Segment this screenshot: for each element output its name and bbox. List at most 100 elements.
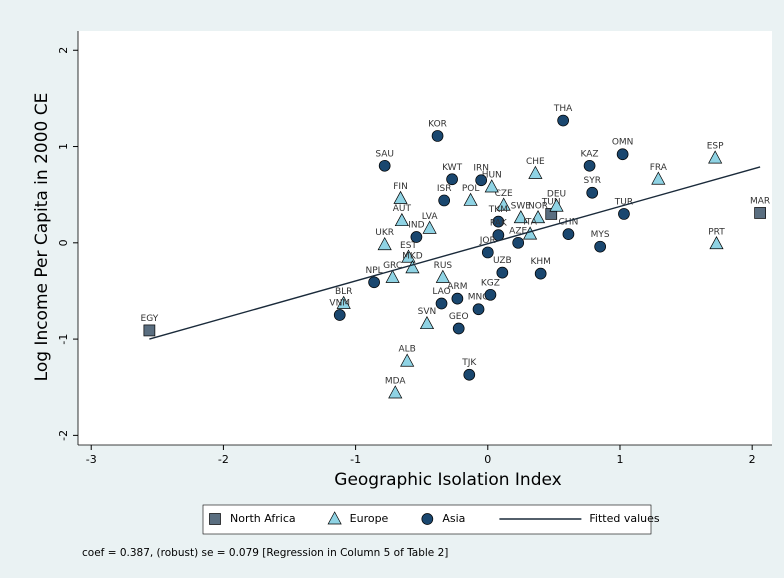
- marker-label: GEO: [449, 312, 469, 322]
- triangle-marker: [394, 212, 409, 227]
- circle-marker: [534, 267, 547, 280]
- marker-label: TKM: [488, 205, 508, 215]
- marker-label: HUN: [482, 170, 502, 180]
- circle-marker: [463, 368, 476, 381]
- note: coef = 0.387, (robust) se = 0.079 [Regre…: [82, 547, 448, 559]
- circle-marker: [557, 114, 569, 127]
- triangle-marker: [530, 210, 546, 224]
- circle-marker: [586, 186, 599, 199]
- marker-label: TUR: [614, 197, 633, 207]
- triangle-marker: [377, 237, 392, 251]
- legend-label: Asia: [442, 512, 465, 525]
- x-axis-title: Geographic Isolation Index: [334, 470, 561, 490]
- circle-marker: [562, 228, 575, 240]
- x-tick-label: -3: [86, 453, 97, 466]
- circle-marker: [438, 194, 451, 207]
- circle-marker: [410, 231, 423, 243]
- marker-label: DEU: [547, 190, 566, 200]
- circle-marker: [368, 276, 380, 289]
- marker-label: MNG: [468, 293, 489, 303]
- triangle-marker: [435, 269, 450, 283]
- circle-marker: [594, 240, 607, 253]
- marker-label: POL: [462, 184, 480, 194]
- marker-label: EGY: [141, 314, 159, 324]
- triangle-marker: [388, 385, 403, 399]
- triangle-marker: [336, 295, 351, 309]
- y-tick-label: 2: [57, 47, 70, 54]
- marker-label: RUS: [434, 261, 453, 271]
- triangle-marker: [708, 150, 723, 164]
- circle-marker: [446, 173, 458, 186]
- triangle-marker: [484, 179, 499, 193]
- marker-label: MKD: [402, 251, 423, 261]
- marker-label: IRN: [473, 164, 489, 174]
- marker-label: UZB: [493, 256, 512, 266]
- square-marker: [754, 207, 766, 219]
- fitted-line: [149, 166, 761, 340]
- circle-marker: [496, 266, 509, 279]
- circle-marker: [475, 174, 488, 187]
- marker-label: THA: [553, 104, 573, 114]
- circle-marker: [616, 148, 629, 161]
- marker-label: KOR: [428, 119, 447, 129]
- marker-label: PAK: [490, 219, 508, 229]
- triangle-marker: [651, 171, 666, 185]
- marker-label: BLR: [335, 287, 352, 297]
- x-tick-label: 0: [484, 453, 491, 466]
- y-tick-label: 0: [57, 239, 70, 246]
- marker-label: KHM: [530, 257, 550, 267]
- circle-marker: [472, 303, 485, 316]
- marker-label: CHE: [526, 157, 545, 167]
- marker-label: CZE: [495, 189, 513, 199]
- y-axis-title: Log Income Per Capita in 2000 CE: [32, 93, 52, 382]
- triangle-marker: [463, 192, 478, 206]
- triangle-marker: [422, 220, 437, 234]
- triangle-marker: [393, 190, 408, 204]
- marker-label: ALB: [398, 345, 415, 355]
- marker-label: KWT: [442, 163, 462, 173]
- triangle-marker: [405, 260, 420, 274]
- circle-marker: [378, 159, 391, 172]
- marker-label: SAU: [375, 149, 394, 159]
- marker-label: FIN: [393, 182, 408, 192]
- triangle-marker: [528, 165, 543, 179]
- marker-label: SWE: [511, 201, 532, 211]
- triangle-marker: [419, 315, 435, 330]
- marker-label: ARM: [447, 282, 467, 292]
- circle-marker: [481, 246, 494, 259]
- square-marker: [143, 324, 156, 337]
- legend-label: Europe: [350, 512, 389, 525]
- square-marker: [209, 513, 221, 525]
- triangle-marker: [549, 198, 564, 212]
- y-tick-label: -2: [57, 430, 70, 441]
- x-tick-label: 2: [749, 453, 756, 466]
- circle-marker: [431, 130, 444, 142]
- triangle-marker: [385, 269, 400, 283]
- marker-label: SYR: [583, 176, 600, 186]
- x-tick-label: 1: [616, 453, 623, 466]
- circle-marker: [421, 513, 434, 525]
- marker-label: JOR: [479, 236, 496, 246]
- triangle-marker: [401, 249, 416, 263]
- circle-marker: [451, 292, 464, 305]
- legend-label: North Africa: [230, 512, 296, 525]
- triangle-marker: [327, 511, 342, 525]
- marker-label: AZE: [509, 226, 527, 236]
- marker-label: CHN: [559, 218, 579, 228]
- y-tick-label: -1: [57, 334, 70, 345]
- legend-label: Fitted values: [589, 512, 660, 525]
- circle-marker: [452, 322, 465, 335]
- marker-label: NOR: [528, 201, 548, 211]
- marker-label: OMN: [612, 138, 634, 148]
- marker-label: FRA: [650, 163, 668, 173]
- circle-marker: [618, 208, 630, 220]
- marker-label: PRT: [708, 227, 725, 237]
- marker-label: KAZ: [581, 149, 599, 159]
- marker-label: MAR: [750, 196, 770, 206]
- marker-label: NPL: [366, 266, 383, 276]
- marker-label: ISR: [437, 184, 452, 194]
- circle-marker: [583, 159, 596, 172]
- triangle-marker: [513, 210, 528, 224]
